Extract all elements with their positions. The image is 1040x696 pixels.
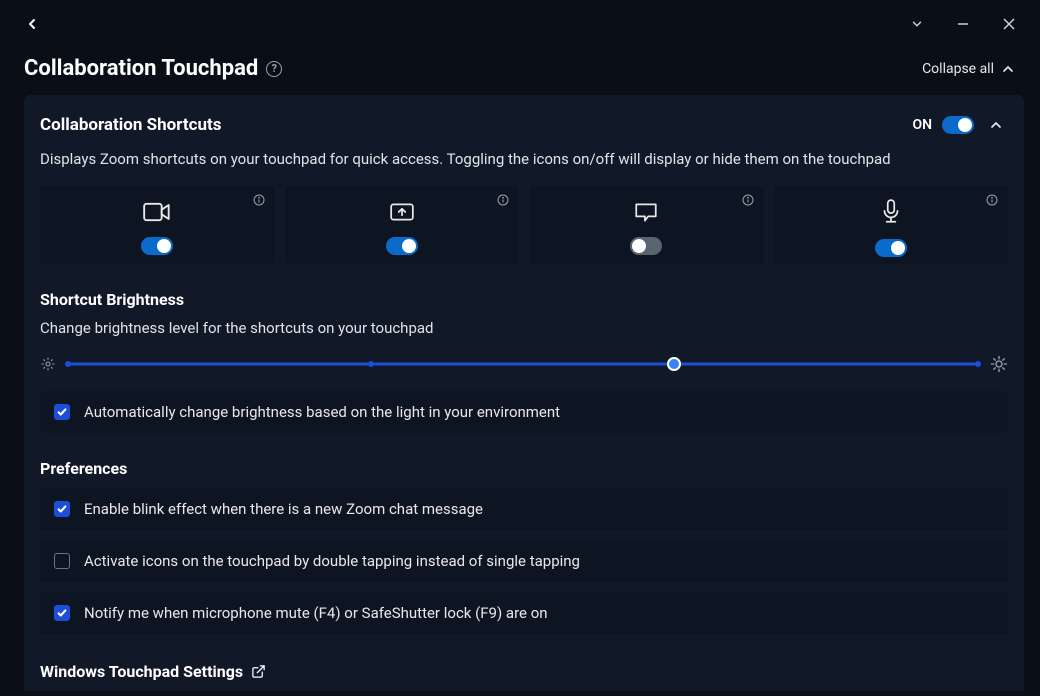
microphone-icon — [880, 199, 902, 225]
preference-row[interactable]: Notify me when microphone mute (F4) or S… — [40, 592, 1008, 634]
external-link-icon — [251, 664, 266, 679]
content-scroll[interactable]: Collaboration Shortcuts ON Displays Zoom… — [0, 95, 1036, 691]
slider-thumb[interactable] — [667, 357, 681, 371]
minimize-button[interactable] — [942, 8, 984, 40]
page-header: Collaboration Touchpad ? Collapse all — [0, 48, 1040, 95]
chevron-up-icon — [1000, 61, 1016, 77]
info-icon[interactable] — [497, 194, 509, 206]
dropdown-button[interactable] — [896, 8, 938, 40]
preference-checkbox[interactable] — [54, 605, 70, 621]
slider-tick — [975, 361, 981, 367]
shortcuts-section-title: Collaboration Shortcuts — [40, 115, 221, 135]
info-icon[interactable] — [742, 194, 754, 206]
close-button[interactable] — [988, 8, 1030, 40]
collapse-all-button[interactable]: Collapse all — [922, 61, 1016, 77]
info-icon[interactable] — [253, 194, 265, 206]
share-screen-icon — [389, 201, 415, 223]
preference-label: Activate icons on the touchpad by double… — [84, 552, 580, 570]
preference-checkbox[interactable] — [54, 553, 70, 569]
shortcut-toggle-camera[interactable] — [141, 237, 173, 255]
collapse-all-label: Collapse all — [922, 61, 994, 77]
chevron-up-icon — [988, 117, 1004, 133]
preference-row[interactable]: Enable blink effect when there is a new … — [40, 488, 1008, 530]
preferences-title: Preferences — [40, 459, 1008, 478]
brightness-low-icon — [40, 356, 56, 372]
shortcut-card-chat — [529, 186, 764, 264]
brightness-high-icon — [990, 355, 1008, 373]
slider-tick — [65, 361, 71, 367]
back-button[interactable] — [18, 10, 46, 38]
shortcuts-state-label: ON — [912, 117, 932, 133]
brightness-slider-row — [40, 355, 1008, 373]
brightness-slider[interactable] — [68, 362, 978, 366]
info-icon[interactable] — [986, 194, 998, 206]
shortcuts-section-header: Collaboration Shortcuts ON — [40, 113, 1008, 137]
preference-checkbox[interactable] — [54, 501, 70, 517]
shortcuts-master-toggle[interactable] — [942, 116, 974, 134]
shortcut-card-mic — [774, 186, 1009, 264]
shortcut-card-camera — [40, 186, 275, 264]
chat-icon — [633, 201, 659, 223]
settings-panel: Collaboration Shortcuts ON Displays Zoom… — [24, 95, 1024, 691]
shortcut-toggle-mic[interactable] — [875, 239, 907, 257]
preference-label: Notify me when microphone mute (F4) or S… — [84, 604, 548, 622]
preference-label: Enable blink effect when there is a new … — [84, 500, 483, 518]
shortcuts-collapse-button[interactable] — [984, 113, 1008, 137]
brightness-title: Shortcut Brightness — [40, 290, 1008, 309]
auto-brightness-row[interactable]: Automatically change brightness based on… — [40, 391, 1008, 433]
shortcut-toggle-chat[interactable] — [630, 237, 662, 255]
auto-brightness-label: Automatically change brightness based on… — [84, 403, 560, 421]
camera-icon — [143, 201, 171, 223]
preference-row[interactable]: Activate icons on the touchpad by double… — [40, 540, 1008, 582]
shortcut-grid — [40, 186, 1008, 264]
help-icon[interactable]: ? — [266, 61, 282, 77]
page-title: Collaboration Touchpad — [24, 56, 258, 81]
slider-tick — [368, 361, 374, 367]
windows-touchpad-settings-link[interactable]: Windows Touchpad Settings — [40, 652, 1008, 681]
external-link-label: Windows Touchpad Settings — [40, 662, 243, 681]
auto-brightness-checkbox[interactable] — [54, 404, 70, 420]
brightness-description: Change brightness level for the shortcut… — [40, 319, 1008, 337]
slider-track — [68, 363, 978, 366]
titlebar — [0, 0, 1040, 48]
shortcut-toggle-share[interactable] — [386, 237, 418, 255]
shortcut-card-share — [285, 186, 520, 264]
shortcuts-description: Displays Zoom shortcuts on your touchpad… — [40, 149, 1008, 170]
